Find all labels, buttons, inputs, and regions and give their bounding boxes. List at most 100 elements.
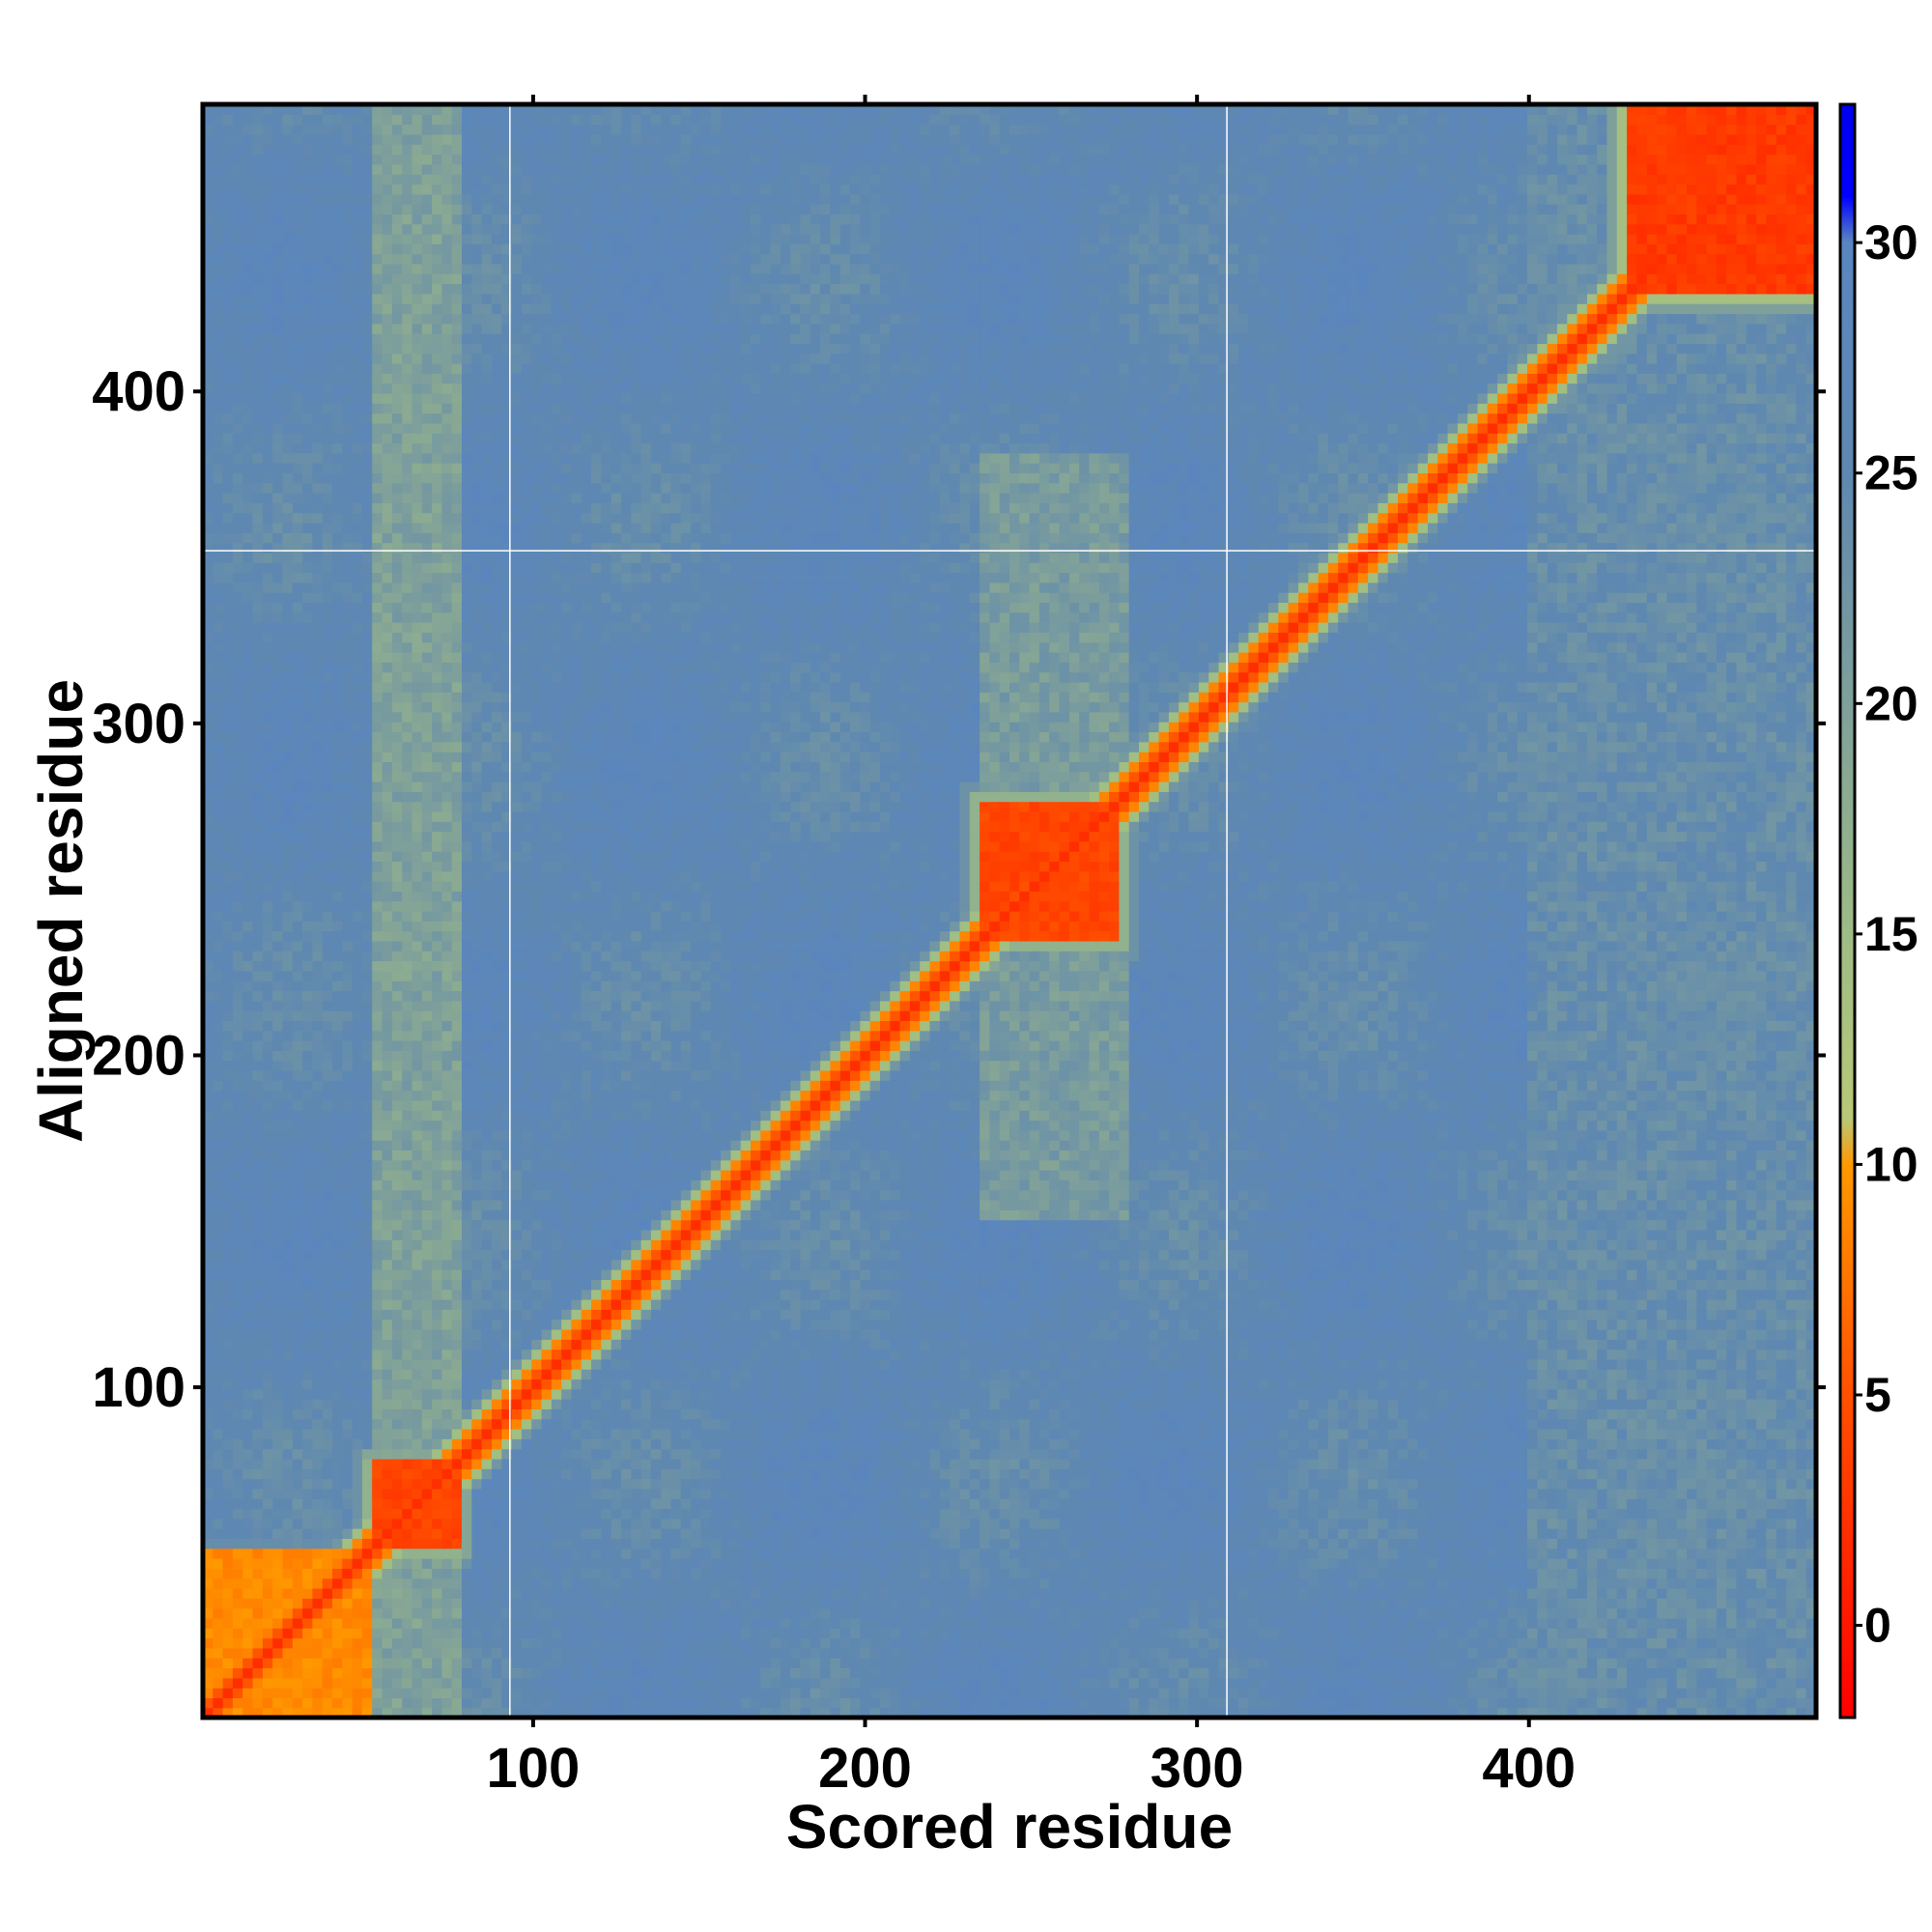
heatmap-cell	[870, 1528, 881, 1539]
heatmap-cell	[1149, 1558, 1159, 1569]
heatmap-cell	[1747, 1468, 1757, 1479]
heatmap-cell	[1607, 1449, 1618, 1460]
heatmap-cell	[1049, 1638, 1060, 1649]
heatmap-cell	[751, 1548, 761, 1559]
heatmap-cell	[1289, 1519, 1299, 1529]
heatmap-cell	[980, 1628, 990, 1638]
heatmap-cell	[860, 1509, 870, 1520]
heatmap-cell	[1707, 1548, 1718, 1559]
heatmap-cell	[1099, 1648, 1110, 1659]
heatmap-cell	[1308, 1419, 1319, 1430]
heatmap-cell	[741, 1578, 752, 1589]
heatmap-cell	[641, 1638, 652, 1649]
heatmap-cell	[1149, 1548, 1159, 1559]
heatmap-cell	[1437, 1449, 1448, 1460]
heatmap-cell	[1627, 1449, 1637, 1460]
heatmap-cell	[661, 1588, 671, 1599]
heatmap-cell	[751, 1489, 761, 1499]
heatmap-cell	[950, 1688, 960, 1698]
heatmap-cell	[741, 1419, 752, 1430]
heatmap-cell	[1049, 1678, 1060, 1689]
heatmap-cell	[910, 1588, 921, 1599]
heatmap-cell	[700, 1498, 711, 1509]
heatmap-cell	[721, 1678, 731, 1689]
heatmap-cell	[1458, 1558, 1468, 1569]
heatmap-cell	[1398, 1678, 1408, 1689]
heatmap-cell	[1418, 1558, 1429, 1569]
heatmap-cell	[700, 1598, 711, 1608]
heatmap-cell	[621, 1438, 632, 1449]
heatmap-cell	[242, 1498, 253, 1509]
heatmap-cell	[1000, 1509, 1010, 1520]
heatmap-cell	[910, 1638, 921, 1649]
heatmap-cell	[1139, 1688, 1150, 1698]
heatmap-cell	[1488, 1489, 1498, 1499]
heatmap-cell	[1747, 1638, 1757, 1649]
heatmap-cell	[1159, 1468, 1170, 1479]
heatmap-cell	[1079, 1688, 1090, 1698]
heatmap-cell	[1388, 1408, 1399, 1419]
heatmap-cell	[910, 1449, 921, 1460]
heatmap-cell	[1030, 1509, 1040, 1520]
heatmap-cell	[1677, 1668, 1688, 1679]
heatmap-cell	[1259, 1548, 1269, 1559]
heatmap-cell	[681, 1538, 692, 1548]
heatmap-cell	[1548, 1528, 1558, 1539]
heatmap-cell	[1418, 1648, 1429, 1659]
heatmap-cell	[661, 1697, 671, 1708]
heatmap-cell	[1388, 1618, 1399, 1629]
heatmap-cell	[482, 1438, 493, 1449]
heatmap-cell	[531, 1548, 542, 1559]
heatmap-cell	[1448, 1509, 1459, 1520]
heatmap-cell	[283, 1558, 294, 1569]
heatmap-cell	[1796, 1479, 1806, 1490]
heatmap-cell	[1129, 1648, 1140, 1659]
heatmap-cell	[1776, 1578, 1787, 1589]
heatmap-cell	[751, 1638, 761, 1649]
heatmap-cell	[1208, 1528, 1219, 1539]
heatmap-cell	[1418, 1598, 1429, 1608]
heatmap-cell	[591, 1408, 602, 1419]
heatmap-cell	[452, 1479, 463, 1490]
heatmap-cell	[512, 1628, 523, 1638]
heatmap-cell	[1437, 1438, 1448, 1449]
heatmap-cell	[1407, 1668, 1418, 1679]
heatmap-cell	[1039, 1498, 1050, 1509]
heatmap-cell	[651, 1538, 662, 1548]
heatmap-cell	[312, 1578, 323, 1589]
heatmap-cell	[482, 1479, 493, 1490]
heatmap-cell	[1717, 1519, 1727, 1529]
heatmap-cell	[1786, 1608, 1797, 1619]
heatmap-cell	[522, 1638, 532, 1649]
heatmap-cell	[471, 1498, 482, 1509]
heatmap-cell	[1448, 1429, 1459, 1439]
heatmap-cell	[462, 1697, 472, 1708]
heatmap-cell	[970, 1648, 980, 1659]
heatmap-cell	[561, 1459, 572, 1469]
heatmap-cell	[1308, 1588, 1319, 1599]
heatmap-cell	[561, 1519, 572, 1529]
heatmap-cell	[1159, 1419, 1170, 1430]
heatmap-cell	[960, 1608, 971, 1619]
heatmap-cell	[561, 1608, 572, 1619]
heatmap-cell	[1129, 1468, 1140, 1479]
heatmap-cell	[1448, 1489, 1459, 1499]
heatmap-cell	[1677, 1419, 1688, 1430]
heatmap-cell	[1687, 1429, 1697, 1439]
heatmap-cell	[323, 1578, 333, 1589]
heatmap-cell	[900, 1688, 911, 1698]
heatmap-cell	[353, 1688, 363, 1698]
heatmap-cell	[1229, 1538, 1239, 1548]
heatmap-cell	[700, 1618, 711, 1629]
heatmap-cell	[353, 1668, 363, 1679]
heatmap-cell	[1726, 1618, 1737, 1629]
heatmap-cell	[810, 1697, 821, 1708]
heatmap-cell	[1756, 1419, 1767, 1430]
heatmap-cell	[1169, 1668, 1179, 1679]
heatmap-cell	[323, 1558, 333, 1569]
heatmap-cell	[283, 1678, 294, 1689]
heatmap-cell	[263, 1408, 273, 1419]
heatmap-cell	[512, 1429, 523, 1439]
heatmap-cell	[1349, 1528, 1359, 1539]
heatmap-cell	[1159, 1509, 1170, 1520]
